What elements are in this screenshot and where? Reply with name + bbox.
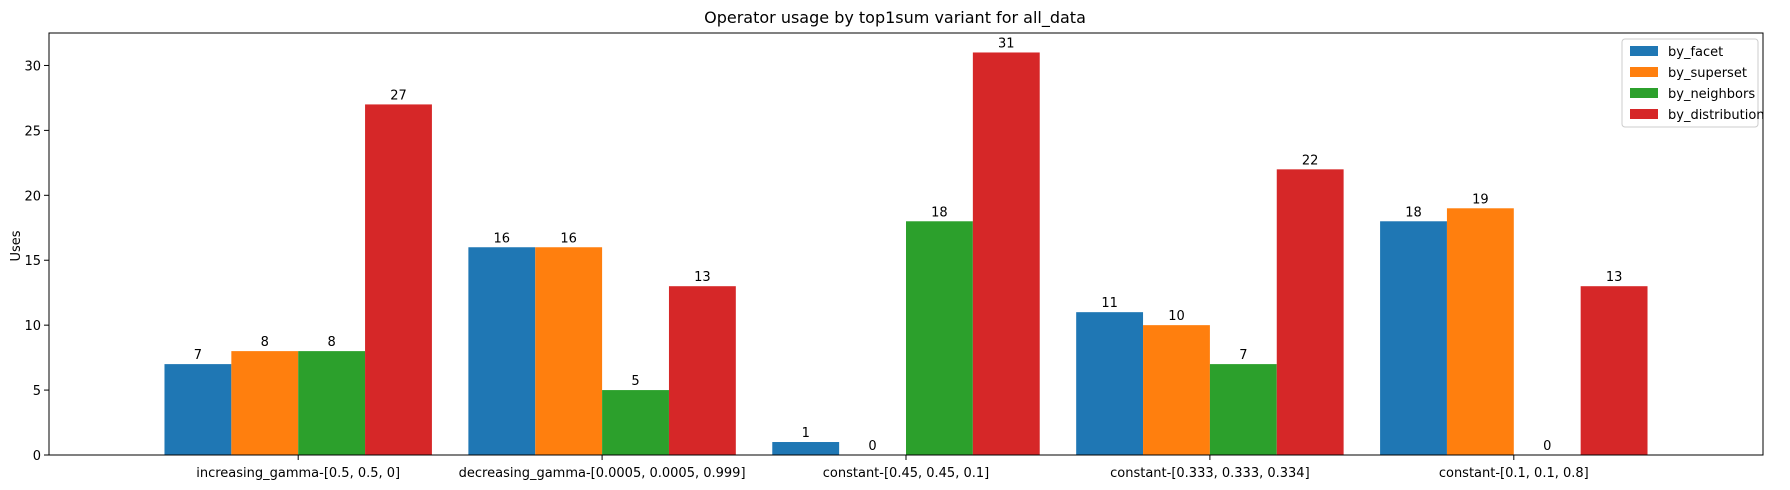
y-tick-label: 15: [24, 254, 41, 269]
y-tick-label: 30: [24, 59, 41, 74]
data-label-by_facet-3: 11: [1101, 296, 1118, 311]
bar-by_facet-0: [164, 364, 232, 455]
data-label-by_facet-4: 18: [1405, 205, 1422, 220]
legend-swatch-by_distribution: [1630, 109, 1658, 119]
y-axis-label: Uses: [9, 230, 24, 261]
bar-by_superset-1: [535, 247, 603, 455]
bar-by_superset-0: [231, 351, 299, 455]
bar-by_facet-2: [772, 442, 840, 455]
data-label-by_distribution-0: 27: [390, 88, 407, 103]
bar-by_facet-4: [1380, 221, 1447, 455]
bar-by_distribution-1: [668, 286, 736, 455]
data-label-by_distribution-3: 22: [1302, 153, 1319, 168]
bar-by_neighbors-1: [602, 390, 669, 455]
bar-by_facet-1: [468, 247, 536, 455]
bar-by_superset-4: [1446, 208, 1514, 455]
bar-by_neighbors-2: [906, 221, 973, 455]
data-label-by_facet-2: 1: [802, 426, 810, 441]
y-tick-label: 10: [24, 319, 41, 334]
data-label-by_facet-1: 16: [494, 231, 511, 246]
legend-label-by_superset: by_superset: [1668, 66, 1747, 81]
data-label-by_superset-0: 8: [261, 335, 269, 350]
bar-by_facet-3: [1076, 312, 1144, 455]
legend-label-by_facet: by_facet: [1668, 45, 1723, 60]
legend-swatch-by_facet: [1630, 46, 1658, 56]
y-tick-label: 5: [33, 384, 41, 399]
x-tick-label: increasing_gamma-[0.5, 0.5, 0]: [196, 466, 400, 481]
bar-by_distribution-2: [972, 52, 1040, 455]
data-label-by_facet-0: 7: [194, 348, 202, 363]
bar-by_distribution-4: [1580, 286, 1648, 455]
data-label-by_neighbors-4: 0: [1543, 439, 1551, 454]
legend-box: [1621, 38, 1759, 128]
data-label-by_superset-3: 10: [1168, 309, 1185, 324]
data-label-by_neighbors-0: 8: [327, 335, 335, 350]
legend-swatch-by_neighbors: [1630, 88, 1658, 98]
bar-by_neighbors-0: [298, 351, 366, 455]
y-tick-label: 25: [24, 124, 41, 139]
y-tick-label: 20: [24, 189, 41, 204]
bar-by_superset-3: [1143, 325, 1210, 455]
data-label-by_neighbors-3: 7: [1239, 348, 1247, 363]
x-tick-label: constant-[0.45, 0.45, 0.1]: [823, 466, 989, 481]
data-label-by_neighbors-1: 5: [631, 374, 639, 389]
data-label-by_distribution-4: 13: [1606, 270, 1623, 285]
chart-title: Operator usage by top1sum variant for al…: [704, 8, 1086, 28]
legend: by_facet by_superset by_neighbors by_distri…: [1621, 38, 1765, 128]
x-tick-label: decreasing_gamma-[0.0005, 0.0005, 0.999]: [459, 466, 746, 481]
data-label-by_neighbors-2: 18: [931, 205, 948, 220]
data-label-by_superset-4: 19: [1472, 192, 1489, 207]
data-label-by_superset-1: 16: [560, 231, 577, 246]
bar-by_neighbors-3: [1209, 364, 1277, 455]
bar-by_distribution-0: [365, 104, 432, 456]
legend-label-by_distribution: by_distribution: [1668, 108, 1765, 123]
y-tick-label: 0: [33, 449, 41, 464]
plot-frame: [48, 32, 1764, 456]
x-tick-label: constant-[0.1, 0.1, 0.8]: [1439, 466, 1589, 481]
x-tick-label: constant-[0.333, 0.333, 0.334]: [1110, 466, 1310, 481]
legend-label-by_neighbors: by_neighbors: [1668, 87, 1755, 102]
bar-by_distribution-3: [1276, 169, 1344, 455]
legend-swatch-by_superset: [1630, 67, 1658, 77]
data-label-by_superset-2: 0: [868, 439, 876, 454]
data-label-by_distribution-2: 31: [998, 36, 1015, 51]
data-label-by_distribution-1: 13: [694, 270, 711, 285]
